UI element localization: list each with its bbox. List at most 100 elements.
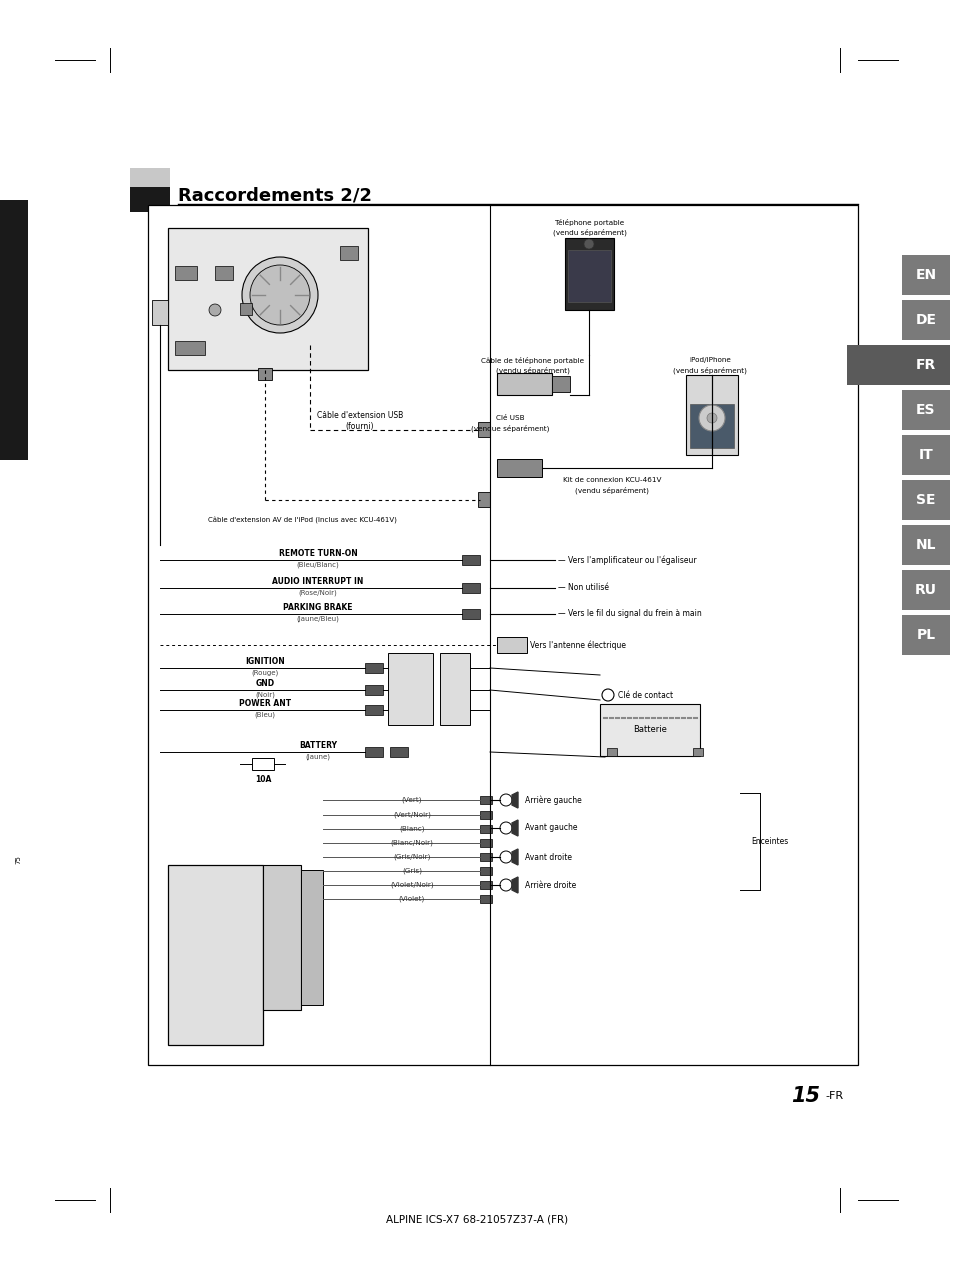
Bar: [461, 583, 479, 593]
Bar: [301, 870, 323, 1005]
Text: — Vers le fil du signal du frein à main: — Vers le fil du signal du frein à main: [558, 609, 701, 618]
Circle shape: [583, 240, 594, 248]
Bar: [439, 653, 470, 725]
Text: (Blanc): (Blanc): [399, 826, 424, 832]
Bar: [901, 390, 949, 430]
Text: (Bleu): (Bleu): [254, 711, 275, 719]
Bar: [339, 246, 357, 260]
Bar: [479, 811, 492, 818]
Bar: [252, 758, 274, 770]
Bar: [479, 895, 492, 903]
Bar: [689, 404, 733, 448]
Text: RU: RU: [914, 583, 936, 596]
Text: (Vert/Noir): (Vert/Noir): [393, 812, 431, 818]
Bar: [901, 570, 949, 610]
Polygon shape: [512, 876, 517, 893]
Text: iPod/iPhone: iPod/iPhone: [688, 357, 730, 363]
Text: (Rose/Noir): (Rose/Noir): [298, 590, 337, 596]
Bar: [174, 266, 196, 280]
Bar: [257, 368, 272, 380]
Text: SE: SE: [915, 493, 935, 507]
Bar: [130, 168, 170, 190]
Circle shape: [499, 794, 512, 806]
Text: Clé USB: Clé USB: [496, 415, 524, 421]
Bar: [901, 480, 949, 520]
Text: Kit de connexion KCU-461V: Kit de connexion KCU-461V: [562, 477, 660, 483]
Bar: [685, 375, 738, 455]
Text: (Violet): (Violet): [398, 895, 425, 903]
Bar: [901, 255, 949, 295]
Bar: [168, 865, 263, 1045]
Bar: [263, 865, 301, 1010]
Bar: [901, 435, 949, 475]
Text: FR: FR: [915, 358, 935, 372]
Circle shape: [706, 414, 717, 422]
Text: (Gris): (Gris): [401, 868, 421, 874]
Text: (vendue séparément): (vendue séparément): [471, 424, 549, 431]
Circle shape: [499, 879, 512, 892]
Bar: [365, 663, 382, 673]
Circle shape: [699, 405, 724, 431]
Bar: [0, 200, 28, 460]
Bar: [365, 705, 382, 715]
Bar: [479, 852, 492, 861]
Bar: [497, 459, 541, 477]
Bar: [497, 637, 526, 653]
Text: 10A: 10A: [254, 774, 271, 783]
Bar: [365, 685, 382, 695]
Bar: [599, 704, 700, 757]
Text: Arrière droite: Arrière droite: [524, 880, 576, 889]
Bar: [497, 373, 552, 395]
Bar: [479, 839, 492, 847]
Text: Câble d'extension USB: Câble d'extension USB: [316, 411, 403, 420]
Bar: [479, 868, 492, 875]
Text: Câble de téléphone portable: Câble de téléphone portable: [481, 357, 584, 363]
Bar: [461, 609, 479, 619]
Bar: [477, 492, 490, 507]
Polygon shape: [512, 849, 517, 865]
Circle shape: [499, 822, 512, 834]
Text: PL: PL: [916, 628, 935, 642]
Bar: [606, 748, 617, 757]
Bar: [148, 206, 857, 1066]
Bar: [461, 555, 479, 565]
Bar: [130, 187, 170, 212]
Bar: [240, 303, 252, 315]
Text: (fourni): (fourni): [345, 421, 374, 430]
Polygon shape: [512, 820, 517, 836]
Text: PARKING BRAKE: PARKING BRAKE: [283, 604, 353, 613]
Text: GND: GND: [255, 680, 274, 689]
Text: -FR: -FR: [824, 1091, 842, 1101]
Text: — Non utilisé: — Non utilisé: [558, 584, 608, 593]
Bar: [479, 881, 492, 889]
Text: DE: DE: [915, 313, 936, 327]
Bar: [388, 653, 433, 725]
Bar: [552, 376, 569, 392]
Text: — Vers l'amplificateur ou l'égaliseur: — Vers l'amplificateur ou l'égaliseur: [558, 555, 696, 565]
Bar: [479, 825, 492, 834]
Bar: [365, 747, 382, 757]
Text: ES: ES: [915, 404, 935, 417]
Text: (Jaune/Bleu): (Jaune/Bleu): [296, 615, 339, 622]
Text: Vers l'antenne électrique: Vers l'antenne électrique: [530, 641, 625, 649]
Text: (vendu séparément): (vendu séparément): [575, 487, 648, 494]
Bar: [390, 747, 408, 757]
Text: (Blanc/Noir): (Blanc/Noir): [390, 840, 433, 846]
Text: NL: NL: [915, 538, 935, 552]
Bar: [477, 422, 490, 438]
Bar: [152, 300, 168, 325]
Circle shape: [242, 257, 317, 333]
Text: Avant gauche: Avant gauche: [524, 823, 577, 832]
Circle shape: [601, 689, 614, 701]
Text: (vendu séparément): (vendu séparément): [553, 228, 626, 236]
Text: BATTERY: BATTERY: [298, 741, 336, 750]
Circle shape: [499, 851, 512, 863]
Text: Enceintes: Enceintes: [751, 837, 788, 846]
Bar: [846, 346, 949, 385]
Bar: [214, 266, 233, 280]
Text: (Gris/Noir): (Gris/Noir): [393, 854, 430, 860]
Circle shape: [250, 265, 310, 325]
Text: Raccordements 2/2: Raccordements 2/2: [178, 187, 372, 206]
Text: (Noir): (Noir): [254, 692, 274, 699]
Polygon shape: [512, 792, 517, 808]
